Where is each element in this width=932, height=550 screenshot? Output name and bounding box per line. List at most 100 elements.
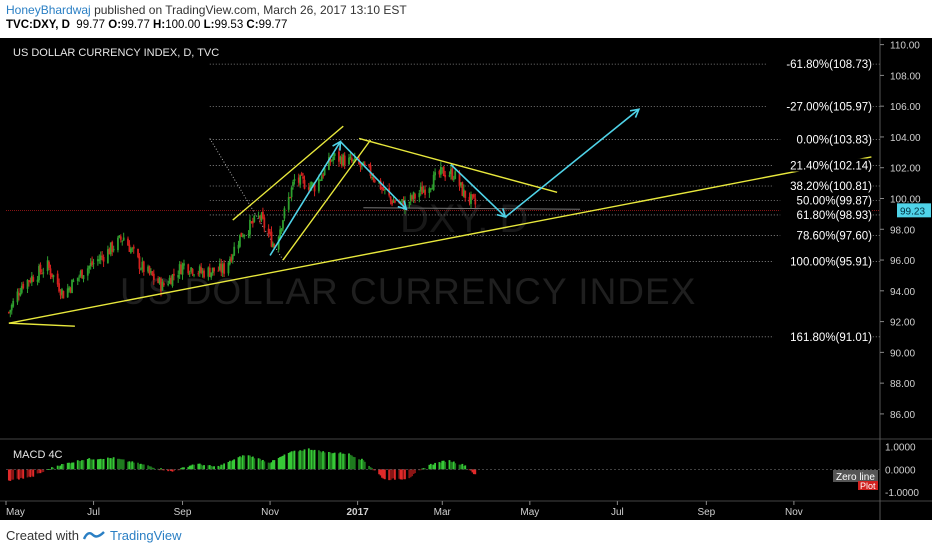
chart-background bbox=[0, 38, 932, 520]
macd-histogram-bar bbox=[319, 451, 322, 470]
macd-label: MACD 4C bbox=[13, 449, 63, 461]
candle-body bbox=[89, 263, 92, 267]
macd-histogram-bar bbox=[150, 466, 152, 470]
zero-line-label: Zero line bbox=[836, 472, 875, 483]
macd-histogram-bar bbox=[343, 453, 346, 470]
candle-body bbox=[389, 196, 392, 200]
macd-histogram-bar bbox=[51, 467, 53, 470]
macd-histogram-bar bbox=[449, 461, 452, 470]
macd-histogram-bar bbox=[371, 468, 373, 470]
macd-histogram-bar bbox=[201, 465, 204, 470]
macd-histogram-bar bbox=[448, 460, 451, 470]
tradingview-link[interactable]: TradingView bbox=[110, 528, 182, 543]
candle-body bbox=[237, 244, 240, 249]
candle-body bbox=[263, 217, 266, 228]
macd-histogram-bar bbox=[96, 459, 99, 470]
fib-label-background bbox=[767, 99, 872, 113]
macd-histogram-bar bbox=[142, 464, 145, 470]
macd-histogram-bar bbox=[36, 469, 39, 474]
candle-body bbox=[309, 185, 312, 190]
candle-body bbox=[333, 153, 336, 157]
candle-body bbox=[39, 264, 42, 273]
macd-histogram-bar bbox=[170, 469, 172, 471]
candle-body bbox=[461, 182, 464, 196]
macd-histogram-bar bbox=[464, 465, 467, 470]
macd-histogram-bar bbox=[173, 469, 175, 472]
macd-histogram-bar bbox=[30, 469, 33, 476]
candle-body bbox=[160, 278, 162, 292]
trend-line-base-flat bbox=[8, 322, 75, 327]
fib-label-background bbox=[773, 254, 872, 268]
macd-histogram-bar bbox=[160, 468, 162, 470]
macd-histogram-bar bbox=[162, 469, 165, 471]
fib-label-background bbox=[780, 132, 872, 146]
macd-histogram-bar bbox=[342, 453, 345, 470]
candle-body bbox=[187, 264, 190, 274]
price-tick-label: 104.00 bbox=[890, 133, 921, 144]
macd-histogram-bar bbox=[287, 452, 290, 470]
macd-histogram-bar bbox=[283, 454, 286, 470]
candle-body bbox=[102, 256, 105, 262]
candle-body bbox=[299, 175, 302, 185]
macd-histogram-bar bbox=[71, 462, 73, 470]
candle-body bbox=[261, 211, 264, 219]
candle-body bbox=[178, 264, 181, 275]
candle-body bbox=[128, 244, 131, 252]
candle-body bbox=[320, 176, 323, 181]
candle-body bbox=[30, 276, 33, 283]
macd-histogram-bar bbox=[188, 465, 191, 470]
candle-body bbox=[399, 201, 402, 203]
macd-histogram-bar bbox=[279, 457, 282, 470]
low-value: 99.53 bbox=[214, 19, 244, 31]
macd-histogram-bar bbox=[404, 469, 406, 480]
macd-histogram-bar bbox=[180, 468, 182, 470]
macd-histogram-bar bbox=[389, 469, 392, 481]
candle-body bbox=[272, 243, 274, 247]
macd-histogram-bar bbox=[99, 458, 102, 470]
candle-body bbox=[147, 266, 149, 272]
candle-body bbox=[241, 236, 244, 238]
macd-histogram-bar bbox=[42, 469, 45, 472]
macd-histogram-bar bbox=[121, 459, 124, 470]
macd-histogram-bar bbox=[313, 449, 316, 470]
candle-body bbox=[48, 262, 50, 268]
candle-body bbox=[62, 290, 65, 299]
macd-histogram-bar bbox=[86, 458, 89, 470]
candle-body bbox=[340, 157, 343, 166]
candle-body bbox=[19, 292, 22, 296]
macd-histogram-bar bbox=[442, 460, 445, 470]
author-link[interactable]: HoneyBhardwaj bbox=[6, 3, 91, 17]
macd-histogram-bar bbox=[422, 468, 425, 470]
candle-body bbox=[267, 228, 270, 234]
candle-body bbox=[428, 188, 431, 194]
macd-histogram-bar bbox=[322, 451, 325, 470]
candle-body bbox=[381, 188, 383, 190]
macd-histogram-bar bbox=[330, 453, 333, 470]
publication-line: HoneyBhardwaj published on TradingView.c… bbox=[6, 3, 407, 17]
candle-body bbox=[108, 249, 111, 255]
macd-histogram-bar bbox=[82, 460, 85, 470]
zero-line-badge bbox=[833, 470, 878, 482]
macd-histogram-bar bbox=[223, 463, 226, 470]
candle-body bbox=[359, 164, 362, 167]
candle-body bbox=[173, 273, 175, 276]
candle-body bbox=[474, 198, 477, 205]
candle-body bbox=[383, 189, 386, 191]
candle-body bbox=[190, 267, 193, 272]
macd-histogram-bar bbox=[98, 459, 101, 470]
macd-histogram-bar bbox=[471, 469, 474, 473]
macd-histogram-bar bbox=[349, 454, 352, 470]
macd-histogram-bar bbox=[273, 460, 276, 470]
macd-histogram-bar bbox=[91, 459, 94, 470]
macd-histogram-bar bbox=[78, 460, 81, 470]
macd-histogram-bar bbox=[111, 458, 114, 470]
candle-body bbox=[208, 267, 211, 277]
candle-body bbox=[472, 194, 475, 198]
macd-histogram-bar bbox=[277, 457, 280, 470]
chart-canvas[interactable]: US DOLLAR CURRENCY INDEX DXY, D -61.80%(1… bbox=[0, 38, 932, 520]
candle-body bbox=[460, 182, 462, 186]
macd-histogram-bar bbox=[353, 457, 356, 470]
candle-body bbox=[152, 273, 155, 280]
candle-body bbox=[312, 183, 315, 185]
macd-histogram-bar bbox=[249, 455, 251, 470]
